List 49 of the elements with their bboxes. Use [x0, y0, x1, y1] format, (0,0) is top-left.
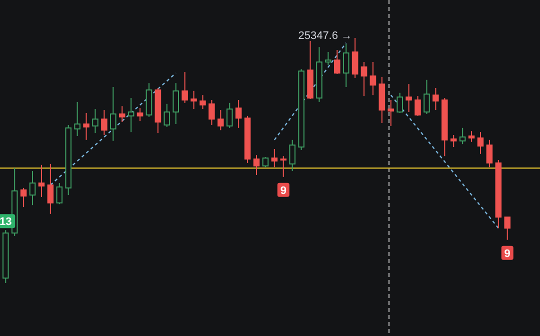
- candlestick: [101, 110, 108, 136]
- candlestick: [253, 154, 260, 176]
- candlestick: [360, 62, 368, 97]
- annotation: 25347.6 →: [298, 30, 352, 42]
- candlestick: [468, 130, 475, 142]
- candlestick: [396, 92, 403, 114]
- candlestick: [406, 84, 412, 112]
- candlestick: [110, 86, 116, 142]
- candlestick: [208, 99, 215, 126]
- candlestick: [414, 96, 421, 116]
- candlestick: [370, 62, 376, 96]
- candlestick: [74, 101, 80, 136]
- candlestick: [450, 134, 457, 148]
- annotation: 9: [280, 184, 286, 197]
- candlestick: [47, 163, 54, 214]
- candlestick: [342, 43, 350, 88]
- candlestick: [83, 112, 90, 140]
- annotation: 9: [504, 248, 510, 260]
- candlestick: [459, 127, 466, 145]
- candlestick: [164, 103, 170, 128]
- candlestick: [56, 182, 63, 205]
- candlestick: [136, 108, 144, 122]
- candlestick: [432, 87, 439, 111]
- candlestick: [235, 99, 242, 128]
- candlestick: [477, 132, 484, 154]
- candlestick: [38, 164, 45, 198]
- candlestick: [218, 110, 224, 131]
- annotation: 13: [0, 216, 12, 228]
- candlestick: [334, 50, 340, 75]
- candlestick: [262, 156, 269, 168]
- candlestick: [486, 139, 493, 168]
- candlestick: [200, 94, 206, 110]
- candlestick: [280, 156, 287, 178]
- candlestick: [504, 216, 510, 240]
- candlestick: [29, 170, 36, 206]
- candlestick: [226, 102, 233, 128]
- candlestick: [289, 139, 296, 172]
- candlestick: [92, 108, 98, 134]
- candlestick: [424, 79, 430, 114]
- candlestick: [388, 99, 394, 126]
- candlestick: [182, 72, 188, 104]
- candlestick: [20, 187, 27, 208]
- candlestick: [172, 82, 179, 124]
- candlestick: [118, 106, 126, 123]
- candlestick: [128, 98, 134, 133]
- candlestick: [271, 148, 278, 168]
- candlestick: [325, 51, 332, 66]
- candlestick: [190, 90, 197, 110]
- candlestick: [352, 38, 358, 78]
